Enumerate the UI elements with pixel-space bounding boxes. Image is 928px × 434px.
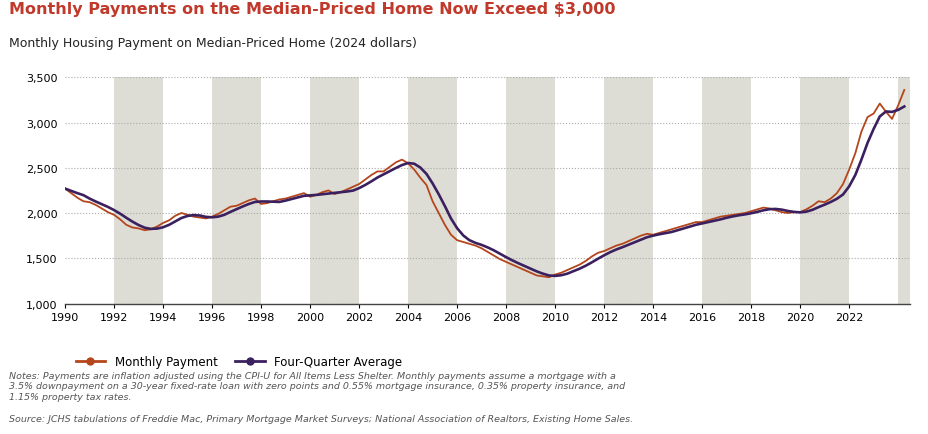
Bar	[799, 78, 848, 304]
Text: Source: JCHS tabulations of Freddie Mac, Primary Mortgage Market Surveys; Nation: Source: JCHS tabulations of Freddie Mac,…	[9, 414, 633, 424]
Bar	[163, 78, 212, 304]
Bar	[261, 78, 310, 304]
Bar	[897, 78, 909, 304]
Bar	[457, 78, 506, 304]
Bar	[212, 78, 261, 304]
Legend: Monthly Payment, Four-Quarter Average: Monthly Payment, Four-Quarter Average	[71, 350, 406, 373]
Text: Monthly Housing Payment on Median-Priced Home (2024 dollars): Monthly Housing Payment on Median-Priced…	[9, 37, 417, 50]
Bar	[848, 78, 897, 304]
Bar	[603, 78, 652, 304]
Bar	[652, 78, 702, 304]
Bar	[555, 78, 603, 304]
Bar	[506, 78, 555, 304]
Bar	[65, 78, 114, 304]
Bar	[310, 78, 359, 304]
Bar	[751, 78, 799, 304]
Bar	[359, 78, 407, 304]
Bar	[114, 78, 163, 304]
Text: Notes: Payments are inflation adjusted using the CPI-U for All Items Less Shelte: Notes: Payments are inflation adjusted u…	[9, 371, 625, 401]
Bar	[407, 78, 457, 304]
Bar	[702, 78, 751, 304]
Text: Monthly Payments on the Median-Priced Home Now Exceed $3,000: Monthly Payments on the Median-Priced Ho…	[9, 2, 615, 17]
